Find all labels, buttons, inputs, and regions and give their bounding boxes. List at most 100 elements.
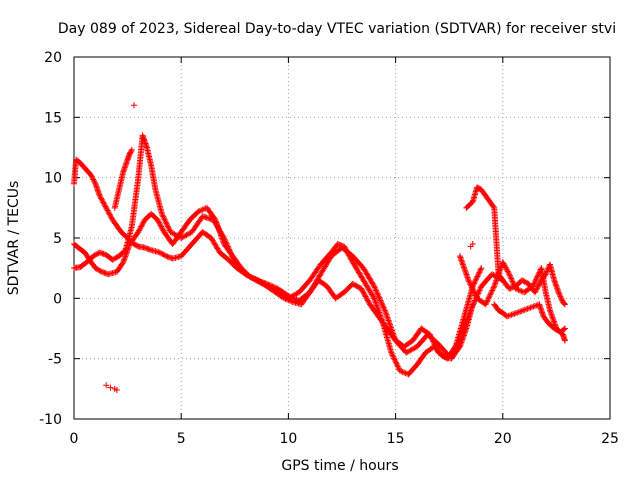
data-point-interp	[553, 326, 560, 333]
data-point-interp	[470, 288, 477, 295]
data-point	[456, 337, 463, 344]
data-point-interp	[364, 297, 371, 304]
data-point-interp	[166, 226, 173, 233]
data-point-interp	[91, 177, 98, 184]
data-point	[561, 301, 568, 308]
data-point-interp	[164, 223, 171, 230]
data-point	[388, 349, 395, 356]
data-point-interp	[456, 338, 463, 345]
data-point-interp	[224, 243, 231, 250]
data-point-interp	[557, 293, 564, 300]
data-point	[285, 292, 292, 299]
data-point-interp	[113, 254, 120, 261]
data-point-interp	[464, 275, 471, 282]
data-point-interp	[507, 312, 514, 319]
data-point	[465, 277, 472, 284]
data-point-interp	[475, 272, 482, 279]
data-point-interp	[390, 331, 397, 338]
data-point-interp	[528, 304, 535, 311]
data-point-interp	[487, 290, 494, 297]
data-point-interp	[496, 269, 503, 276]
data-point-interp	[385, 318, 392, 325]
data-point-interp	[508, 311, 515, 318]
data-point-interp	[457, 254, 464, 261]
data-point	[396, 367, 403, 374]
data-point-interp	[97, 268, 104, 275]
data-point	[531, 289, 538, 296]
data-point-interp	[497, 266, 504, 273]
data-point-interp	[505, 312, 512, 319]
data-point-interp	[514, 309, 521, 316]
data-point-interp	[383, 311, 390, 318]
data-point-interp	[140, 219, 147, 226]
series-track-d	[111, 146, 135, 211]
x-tick-labels: 0 5 10 15 20 25	[70, 431, 619, 447]
data-point-interp	[486, 293, 493, 300]
data-point-interp	[468, 304, 475, 311]
data-point-interp	[459, 330, 466, 337]
data-point-interp	[466, 310, 473, 317]
data-point-interp	[139, 220, 146, 227]
data-point-interp	[517, 308, 524, 315]
data-point-interp	[159, 250, 166, 257]
data-point-interp	[461, 324, 468, 331]
data-point-interp	[477, 267, 484, 274]
data-point-interp	[460, 327, 467, 334]
data-point-interp	[485, 295, 492, 302]
data-point-interp	[521, 306, 528, 313]
data-point-interp	[265, 281, 272, 288]
data-point-interp	[365, 298, 372, 305]
data-point-interp	[394, 363, 401, 370]
data-point-interp	[375, 293, 382, 300]
data-point-interp	[159, 212, 166, 219]
data-point-interp	[492, 279, 499, 286]
data-point-interp	[462, 270, 469, 277]
series-outliers	[103, 102, 476, 394]
data-point-interp	[463, 318, 470, 325]
data-point-interp	[468, 305, 475, 312]
data-point-interp	[119, 260, 126, 267]
data-point-interp	[516, 287, 523, 294]
data-point-interp	[508, 276, 515, 283]
x-tick-label: 0	[70, 431, 79, 447]
data-point-interp	[521, 278, 528, 285]
data-point-interp	[106, 210, 113, 217]
data-points	[71, 102, 568, 394]
data-point-interp	[136, 226, 143, 233]
data-point-interp	[483, 299, 490, 306]
data-point	[381, 307, 388, 314]
data-point-interp	[99, 198, 106, 205]
data-point-interp	[374, 291, 381, 298]
data-point-interp	[379, 303, 386, 310]
data-point-interp	[530, 303, 537, 310]
data-point-interp	[221, 236, 228, 243]
data-point-interp	[464, 274, 471, 281]
data-point-interp	[381, 305, 388, 312]
data-point	[555, 289, 562, 296]
data-point-interp	[136, 227, 143, 234]
data-point-interp	[376, 294, 383, 301]
data-point-interp	[464, 317, 471, 324]
data-point-interp	[536, 281, 543, 288]
data-point-interp	[101, 200, 108, 207]
data-point	[519, 277, 526, 284]
x-tick-label: 20	[494, 431, 512, 447]
data-point-interp	[472, 292, 479, 299]
data-point	[371, 295, 378, 302]
data-point-interp	[476, 269, 483, 276]
data-point-interp	[128, 148, 135, 155]
data-point-interp	[360, 289, 367, 296]
data-point-interp	[512, 310, 519, 317]
data-point-interp	[556, 290, 563, 297]
data-point-interp	[463, 271, 470, 278]
data-point-interp	[501, 263, 508, 270]
data-point-interp	[471, 289, 478, 296]
data-point	[491, 283, 498, 290]
data-point-interp	[531, 280, 538, 287]
data-point-interp	[227, 249, 234, 256]
data-point	[154, 216, 161, 223]
data-point-interp	[511, 282, 518, 289]
data-point	[499, 259, 506, 266]
data-point-interp	[391, 333, 398, 340]
data-point-interp	[461, 265, 468, 272]
